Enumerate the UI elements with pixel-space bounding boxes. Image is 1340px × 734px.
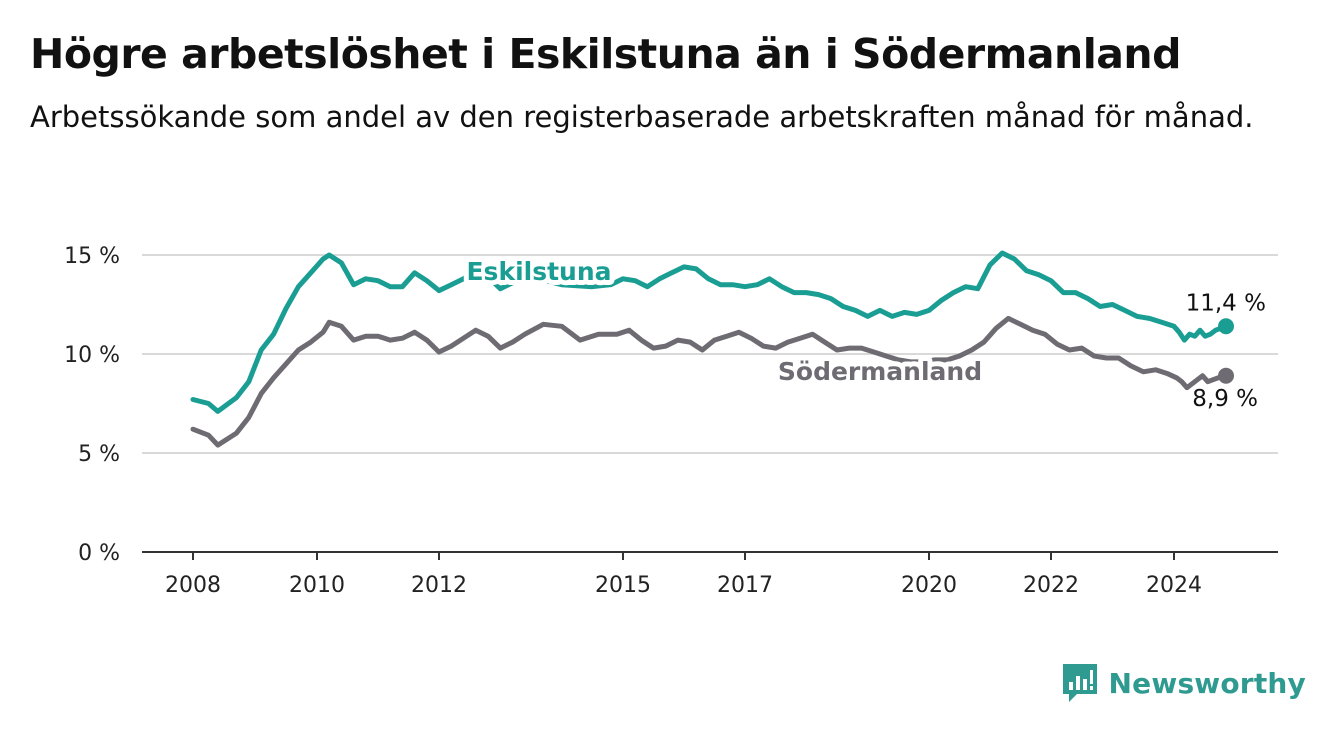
series-name-label: Eskilstuna bbox=[466, 257, 611, 286]
x-tick-label: 2022 bbox=[1023, 573, 1079, 598]
end-value-label: 8,9 % bbox=[1192, 386, 1258, 412]
brand-name: Newsworthy bbox=[1108, 666, 1306, 700]
series-end-marker bbox=[1218, 367, 1234, 384]
series-end-marker bbox=[1218, 318, 1234, 335]
y-tick-label: 5 % bbox=[78, 442, 120, 467]
series-line-södermanland bbox=[190, 315, 1229, 448]
y-tick-label: 15 % bbox=[64, 244, 120, 269]
x-tick-label: 2017 bbox=[717, 573, 773, 598]
y-tick-label: 10 % bbox=[64, 343, 120, 368]
x-tick-label: 2008 bbox=[165, 573, 221, 598]
y-axis-ticks: 0 % 5 % 10 % 15 % bbox=[64, 244, 120, 566]
x-tick-label: 2015 bbox=[595, 573, 651, 598]
x-tick-label: 2024 bbox=[1146, 573, 1202, 598]
brand-logo: Newsworthy bbox=[1061, 662, 1306, 704]
x-tick-label: 2012 bbox=[411, 573, 467, 598]
x-tick-label: 2020 bbox=[901, 573, 957, 598]
series-labels: Eskilstuna Södermanland 11,4 % 8,9 % bbox=[461, 252, 1266, 412]
end-value-label: 11,4 % bbox=[1186, 290, 1266, 316]
x-axis-ticks: 2008 2010 2012 2015 2017 2020 2022 2024 bbox=[165, 552, 1202, 598]
series-line-eskilstuna bbox=[190, 250, 1229, 414]
gridlines bbox=[142, 254, 1278, 454]
chart-subtitle: Arbetssökande som andel av den registerb… bbox=[30, 100, 1254, 134]
series-name-label: Södermanland bbox=[778, 357, 982, 386]
newsworthy-chart-icon bbox=[1062, 664, 1097, 702]
series-lines bbox=[190, 250, 1234, 448]
y-tick-label: 0 % bbox=[78, 541, 120, 566]
x-tick-label: 2010 bbox=[289, 573, 345, 598]
chart-title: Högre arbetslöshet i Eskilstuna än i Söd… bbox=[30, 30, 1181, 78]
